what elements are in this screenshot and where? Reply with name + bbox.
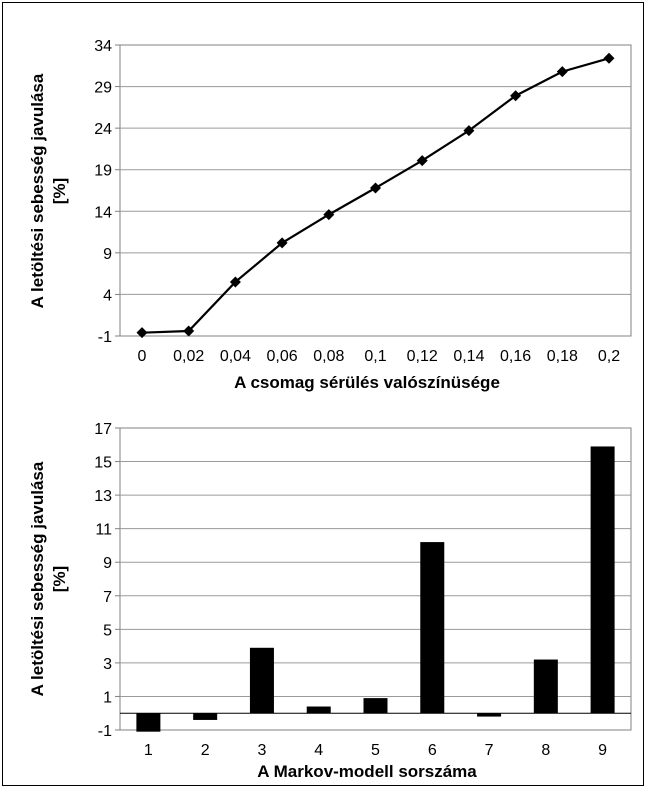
line-chart-x-axis-title: A csomag sérülés valószínüsége (234, 373, 500, 392)
line-chart-y-axis-title: A letöltési sebesség javulása (28, 73, 47, 308)
line-chart-point (276, 237, 288, 249)
bar-chart-y-tick-label: 15 (94, 455, 112, 472)
line-chart-y-tick-label: 9 (103, 246, 112, 263)
line-chart-x-tick-label: 0,04 (220, 348, 251, 365)
bar-chart-bar (249, 647, 274, 714)
line-chart-x-tick-label: 0,18 (547, 348, 578, 365)
line-chart-point (416, 155, 428, 167)
bar-chart-x-tick-label: 7 (485, 742, 494, 759)
bar-chart-y-tick-label: -1 (98, 723, 112, 740)
bar-chart-y-ticks: 17 15 13 11 9 7 5 3 1 -1 (94, 421, 112, 740)
line-chart-x-ticks: 0 0,02 0,04 0,06 0,08 0,1 0,12 0,14 0,16 0,18 0,2 (138, 348, 621, 365)
line-chart-y-tick-label: 24 (94, 121, 112, 138)
line-chart-x-tick-label: 0,02 (173, 348, 204, 365)
line-chart-series (136, 52, 615, 339)
line-chart-x-tick-label: 0,2 (598, 348, 620, 365)
bar-chart-x-tick-label: 8 (541, 742, 550, 759)
line-chart-plot-area (119, 44, 632, 337)
bar-chart-y-axis-unit: [%] (50, 566, 69, 592)
bar-chart-plot-area (119, 427, 632, 731)
line-chart-y-tick-label: 4 (103, 287, 112, 304)
bar-chart-bar (477, 713, 502, 717)
bar-chart-bar (420, 542, 445, 714)
line-chart-y-tick-label: 29 (94, 80, 112, 97)
line-chart-x-tick-label: 0,1 (364, 348, 386, 365)
line-chart-x-tick-label: 0,16 (500, 348, 531, 365)
bar-chart-y-tick-label: 11 (95, 522, 112, 539)
line-chart-point (603, 52, 615, 64)
bar-chart-y-tick-label: 17 (94, 421, 112, 438)
bar-chart-y-axis-title: A letöltési sebesség javulása (28, 461, 47, 696)
bar-chart-x-tick-label: 6 (428, 742, 437, 759)
line-chart-x-tick-label: 0,14 (453, 348, 484, 365)
line-chart-x-tick-label: 0 (138, 348, 147, 365)
line-chart-y-axis-unit: [%] (50, 178, 69, 204)
line-chart-point (136, 327, 148, 339)
bar-chart-y-tick-label: 5 (103, 622, 112, 639)
bar-chart-x-axis-title: A Markov-modell sorszáma (257, 762, 477, 781)
line-chart-point (370, 182, 381, 194)
line-chart-y-ticks: 34 29 24 19 14 9 4 -1 (94, 38, 112, 346)
bar-chart-y-tick-label: 13 (94, 488, 112, 505)
bar-chart-y-tick-label: 3 (103, 656, 112, 673)
line-chart-point (229, 276, 241, 288)
bar-chart: 17 15 13 11 9 7 5 3 1 -1 1 2 3 4 5 6 7 8 9 A Markov-model… (28, 421, 632, 781)
bar-chart-bar (533, 659, 558, 714)
bar-chart-bar (306, 706, 331, 714)
line-chart-point (183, 325, 195, 337)
line-chart-gridlines (115, 44, 631, 337)
bar-chart-x-tick-label: 5 (371, 742, 380, 759)
bar-chart-y-tick-label: 7 (103, 589, 112, 606)
bar-chart-bars (120, 446, 631, 732)
bar-chart-x-tick-label: 1 (144, 742, 153, 759)
bar-chart-x-tick-label: 2 (201, 742, 210, 759)
line-chart-y-tick-label: 34 (94, 38, 112, 55)
line-chart-x-tick-label: 0,08 (313, 348, 344, 365)
bar-chart-bar (590, 446, 615, 714)
bar-chart-bar (363, 698, 388, 714)
bar-chart-y-tick-label: 1 (103, 689, 112, 706)
bar-chart-bar (136, 713, 161, 732)
line-chart-y-tick-label: -1 (98, 329, 112, 346)
line-chart-series-line (141, 57, 610, 334)
bar-chart-x-ticks: 1 2 3 4 5 6 7 8 9 (144, 742, 607, 759)
line-chart-x-tick-label: 0,12 (407, 348, 438, 365)
bar-chart-x-tick-label: 4 (314, 742, 323, 759)
line-chart-point (323, 209, 335, 221)
line-chart-y-tick-label: 14 (94, 204, 112, 221)
bar-chart-y-tick-label: 9 (103, 555, 112, 572)
bar-chart-x-tick-label: 3 (257, 742, 266, 759)
line-chart-point (556, 66, 568, 78)
line-chart-x-tick-label: 0,06 (267, 348, 298, 365)
bar-chart-bar (193, 713, 218, 720)
line-chart-point (463, 125, 475, 137)
line-chart-y-tick-label: 19 (94, 163, 112, 180)
bar-chart-x-tick-label: 9 (598, 742, 607, 759)
